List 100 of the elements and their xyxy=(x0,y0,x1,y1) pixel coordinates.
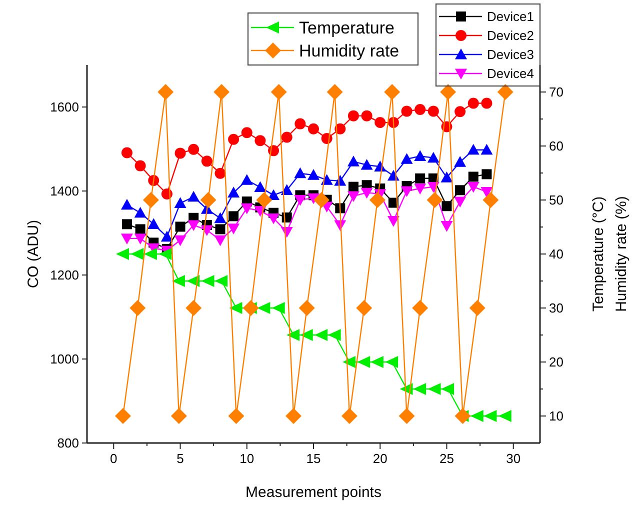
point xyxy=(200,192,216,208)
y2-tick-label: 10 xyxy=(549,408,564,424)
point xyxy=(174,197,186,208)
point xyxy=(135,224,146,234)
point xyxy=(467,182,480,193)
point xyxy=(186,300,202,316)
x-axis-title: Measurement points xyxy=(246,484,382,501)
y2-tick-label: 40 xyxy=(549,246,564,262)
point xyxy=(440,172,453,182)
y-tick-label: 1600 xyxy=(50,100,79,115)
point xyxy=(254,181,266,192)
point xyxy=(134,234,146,244)
point xyxy=(440,84,456,100)
point xyxy=(412,300,428,316)
point xyxy=(134,206,146,218)
point xyxy=(470,410,484,422)
point xyxy=(214,212,226,224)
point xyxy=(468,98,479,109)
point xyxy=(280,184,293,195)
point xyxy=(241,127,252,138)
point xyxy=(441,383,454,395)
point xyxy=(170,408,187,424)
point xyxy=(413,383,426,395)
point xyxy=(201,156,212,167)
legend-label: Device3 xyxy=(487,47,534,62)
point xyxy=(214,168,226,179)
point xyxy=(454,156,466,167)
legend-label: Device1 xyxy=(487,9,534,24)
y2-tick-label: 30 xyxy=(549,300,564,316)
point xyxy=(148,218,160,229)
point xyxy=(469,300,486,316)
point xyxy=(428,106,439,117)
point xyxy=(272,302,285,314)
x-tick-label: 30 xyxy=(506,451,521,466)
point xyxy=(201,275,214,287)
point xyxy=(294,167,306,178)
point xyxy=(158,248,172,260)
point xyxy=(481,98,492,109)
point xyxy=(400,153,413,164)
point xyxy=(300,329,313,341)
point xyxy=(341,408,358,424)
point xyxy=(314,329,328,341)
point xyxy=(442,201,452,212)
y2-tick-label: 70 xyxy=(549,84,564,100)
point xyxy=(414,104,426,116)
legend-label: Device2 xyxy=(487,28,534,44)
y-tick-label: 1200 xyxy=(50,268,79,283)
point xyxy=(357,356,370,368)
point xyxy=(313,192,330,208)
point xyxy=(348,182,358,192)
point xyxy=(121,147,132,158)
y2-tick-label: 50 xyxy=(549,192,564,208)
text: Humidity rate (%) xyxy=(613,196,630,312)
point xyxy=(188,220,200,232)
point xyxy=(467,144,480,155)
point xyxy=(348,110,359,122)
point xyxy=(256,192,272,208)
point xyxy=(130,248,144,260)
point xyxy=(294,118,306,130)
point xyxy=(240,174,253,185)
point xyxy=(228,408,244,424)
y-tick-label: 1400 xyxy=(50,184,79,199)
point xyxy=(484,410,497,422)
y-tick-label: 800 xyxy=(57,436,79,451)
point xyxy=(122,219,132,230)
x-tick-label: 25 xyxy=(440,451,454,466)
point xyxy=(361,110,372,122)
x-tick-label: 5 xyxy=(176,451,184,466)
point xyxy=(342,356,356,368)
point xyxy=(229,302,242,314)
y-tick-label: 1000 xyxy=(50,352,79,367)
point xyxy=(308,123,319,134)
point xyxy=(174,148,186,159)
point xyxy=(214,235,226,246)
point xyxy=(120,198,133,210)
point xyxy=(286,329,300,341)
point xyxy=(401,106,412,117)
point xyxy=(228,224,240,234)
point xyxy=(326,84,343,100)
point xyxy=(360,158,373,170)
x-tick-label: 15 xyxy=(306,451,321,466)
point xyxy=(387,216,400,227)
legend-label: Humidity rate xyxy=(299,41,400,60)
point xyxy=(270,84,287,100)
point xyxy=(214,275,228,287)
point xyxy=(120,234,133,244)
point xyxy=(116,248,129,260)
point xyxy=(347,191,360,202)
point xyxy=(385,356,398,368)
point xyxy=(281,132,292,143)
legend-label: Temperature xyxy=(299,18,394,38)
point xyxy=(374,117,386,128)
point xyxy=(440,221,453,232)
point xyxy=(188,144,200,155)
point xyxy=(360,188,373,199)
point xyxy=(328,329,341,341)
point xyxy=(480,144,493,155)
point xyxy=(142,192,159,208)
point xyxy=(428,383,441,395)
legend-label: Device4 xyxy=(487,66,534,82)
